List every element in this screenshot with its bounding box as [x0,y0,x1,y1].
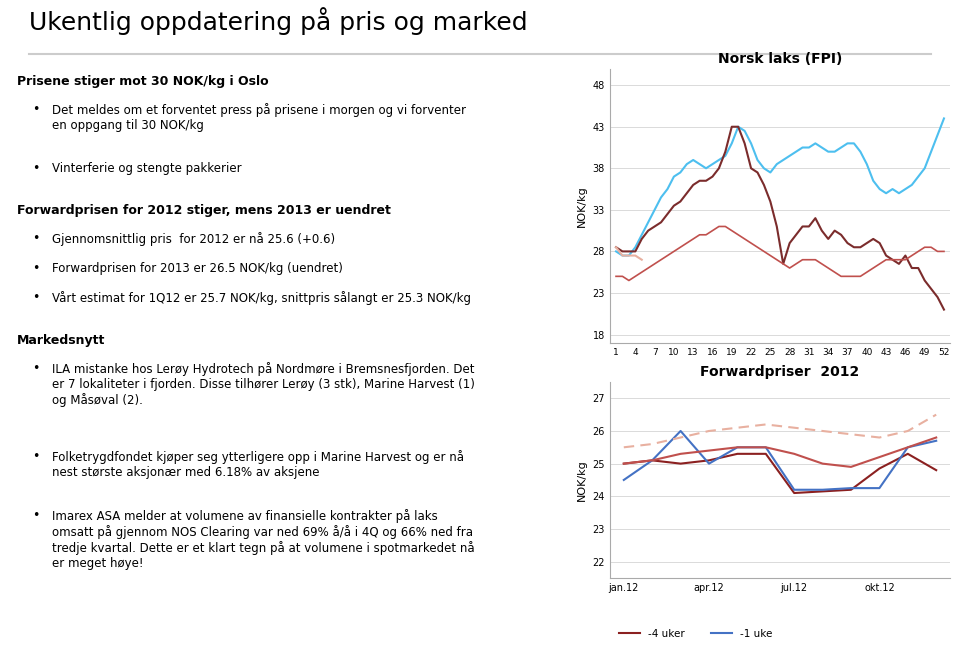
Text: •: • [32,161,39,174]
Text: •: • [32,362,39,375]
Text: SECURITIES: SECURITIES [34,634,78,643]
Text: Forwardprisen for 2013 er 26.5 NOK/kg (uendret): Forwardprisen for 2013 er 26.5 NOK/kg (u… [52,262,343,275]
Text: Folketrygdfondet kjøper seg ytterligere opp i Marine Harvest og er nå
nest størs: Folketrygdfondet kjøper seg ytterligere … [52,450,464,479]
Text: •: • [32,232,39,246]
Text: Gjennomsnittlig pris  for 2012 er nå 25.6 (+0.6): Gjennomsnittlig pris for 2012 er nå 25.6… [52,232,335,246]
Text: Markedsnytt: Markedsnytt [17,334,106,347]
Text: •: • [32,103,39,116]
Title: Forwardpriser  2012: Forwardpriser 2012 [701,366,859,379]
Text: Kilder: Norne Securities, Fish Pool, Intrafish: Kilder: Norne Securities, Fish Pool, Int… [333,617,627,630]
Text: Vinterferie og stengte pakkerier: Vinterferie og stengte pakkerier [52,161,242,174]
Legend: 2010, 2011, Gj.snitt 2004-2011, 2012: 2010, 2011, Gj.snitt 2004-2011, 2012 [614,386,909,404]
Text: Prisene stiger mot 30 NOK/kg i Oslo: Prisene stiger mot 30 NOK/kg i Oslo [17,75,269,88]
Text: Ukentlig oppdatering på pris og marked: Ukentlig oppdatering på pris og marked [29,7,527,35]
Text: ILA mistanke hos Lerøy Hydrotech på Nordmøre i Bremsnesfjorden. Det
er 7 lokalit: ILA mistanke hos Lerøy Hydrotech på Nord… [52,362,474,407]
Text: NORNE: NORNE [34,607,111,626]
Y-axis label: NOK/kg: NOK/kg [577,459,587,501]
Title: Norsk laks (FPI): Norsk laks (FPI) [718,52,842,66]
Text: Forwardprisen for 2012 stiger, mens 2013 er uendret: Forwardprisen for 2012 stiger, mens 2013… [17,204,391,217]
Y-axis label: NOK/kg: NOK/kg [577,185,587,227]
Text: Side 2: Side 2 [878,617,922,630]
Text: •: • [32,509,39,522]
Text: •: • [32,450,39,463]
Text: Vårt estimat for 1Q12 er 25.7 NOK/kg, snittpris sålangt er 25.3 NOK/kg: Vårt estimat for 1Q12 er 25.7 NOK/kg, sn… [52,291,470,305]
Text: Det meldes om et forventet press på prisene i morgen og vi forventer
en oppgang : Det meldes om et forventet press på pris… [52,103,466,132]
Text: Imarex ASA melder at volumene av finansielle kontrakter på laks
omsatt på gjenno: Imarex ASA melder at volumene av finansi… [52,509,474,570]
Text: •: • [32,291,39,304]
Text: •: • [32,262,39,275]
